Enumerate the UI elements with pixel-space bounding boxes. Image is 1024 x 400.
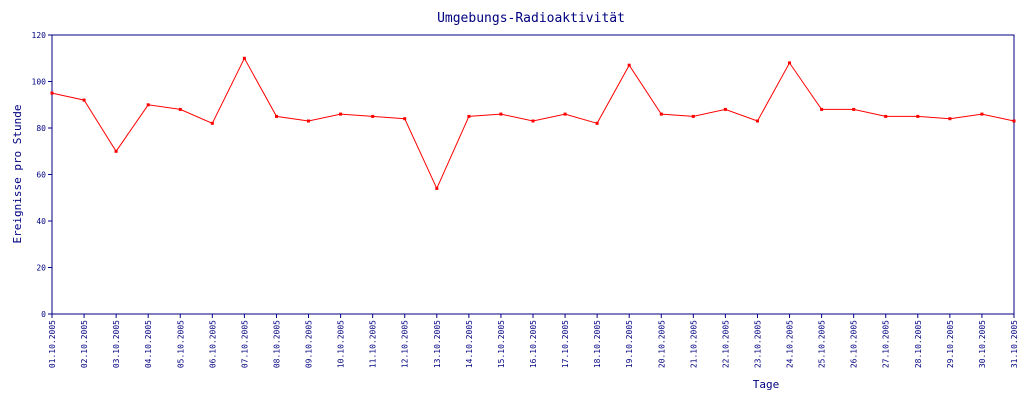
x-tick-label: 26.10.2005 <box>850 320 859 368</box>
series-layer <box>50 56 1016 190</box>
x-tick-label: 09.10.2005 <box>305 320 314 368</box>
x-tick-label: 13.10.2005 <box>433 320 442 368</box>
data-point <box>531 119 535 123</box>
data-point <box>691 114 695 118</box>
y-tick-label: 20 <box>36 264 46 273</box>
y-axis-label: Ereignisse pro Stunde <box>11 104 24 243</box>
x-tick-label: 08.10.2005 <box>272 320 281 368</box>
data-point <box>980 112 984 116</box>
x-tick-label: 23.10.2005 <box>753 320 762 368</box>
x-tick-label: 29.10.2005 <box>946 320 955 368</box>
data-point <box>307 119 310 123</box>
x-axis-label: Tage <box>753 378 780 391</box>
series-line <box>51 57 1015 190</box>
x-tick-label: 12.10.2005 <box>401 320 410 368</box>
x-tick-label: 21.10.2005 <box>689 320 698 368</box>
data-point <box>435 186 439 190</box>
x-tick-label: 11.10.2005 <box>369 320 378 368</box>
x-tick-label: 17.10.2005 <box>561 320 570 368</box>
x-tick-label: 05.10.2005 <box>176 320 185 368</box>
data-point <box>852 107 856 111</box>
data-point <box>1012 119 1016 123</box>
y-tick-label: 100 <box>32 78 47 87</box>
x-tick-label: 22.10.2005 <box>721 320 730 368</box>
chart-title: Umgebungs-Radioaktivität <box>437 11 625 26</box>
x-tick-label: 31.10.2005 <box>1010 320 1019 368</box>
data-point <box>723 107 727 111</box>
x-tick-label: 27.10.2005 <box>882 320 891 368</box>
x-tick-label: 19.10.2005 <box>625 320 634 368</box>
data-point <box>884 114 888 118</box>
x-tick-label: 02.10.2005 <box>80 320 89 368</box>
y-axis: 0 20 40 60 80 100 120 <box>32 31 52 319</box>
x-tick-label: 20.10.2005 <box>657 320 666 368</box>
data-point <box>178 107 182 111</box>
data-point <box>82 98 86 102</box>
y-tick-label: 120 <box>32 31 47 40</box>
x-tick-label: 07.10.2005 <box>240 320 249 368</box>
x-tick-label: 16.10.2005 <box>529 320 538 368</box>
x-tick-label: 03.10.2005 <box>112 320 121 368</box>
data-point <box>916 114 920 118</box>
x-tick-label: 14.10.2005 <box>465 320 474 368</box>
data-point <box>242 56 246 60</box>
x-tick-label: 28.10.2005 <box>914 320 923 368</box>
data-point <box>948 117 952 121</box>
x-tick-label: 01.10.2005 <box>48 320 57 368</box>
data-point <box>210 121 214 125</box>
x-tick-label: 15.10.2005 <box>497 320 506 368</box>
data-point <box>788 61 791 65</box>
data-point <box>627 63 631 67</box>
y-tick-label: 40 <box>36 217 46 226</box>
data-point <box>371 114 375 118</box>
y-tick-label: 80 <box>36 124 46 133</box>
data-point <box>50 91 54 95</box>
y-tick-label: 0 <box>41 310 46 319</box>
data-point <box>595 121 599 125</box>
data-point <box>820 107 824 111</box>
x-tick-label: 25.10.2005 <box>818 320 827 368</box>
data-point <box>339 112 343 116</box>
data-point <box>146 103 150 107</box>
data-point <box>756 119 759 123</box>
plot-area <box>51 34 1015 315</box>
data-point <box>403 117 407 121</box>
x-tick-label: 24.10.2005 <box>786 320 795 368</box>
x-tick-label: 10.10.2005 <box>337 320 346 368</box>
x-tick-label: 04.10.2005 <box>144 320 153 368</box>
plot-frame <box>51 34 1015 315</box>
y-tick-label: 60 <box>36 171 46 180</box>
data-point <box>659 112 663 116</box>
data-point <box>563 112 567 116</box>
x-tick-label: 06.10.2005 <box>208 320 217 368</box>
x-axis: 01.10.2005 02.10.2005 03.10.2005 04.10.2005… <box>48 314 1019 368</box>
data-point <box>114 149 118 153</box>
data-point <box>275 114 278 118</box>
data-point <box>499 112 503 116</box>
data-point <box>467 114 471 118</box>
x-tick-label: 18.10.2005 <box>593 320 602 368</box>
x-tick-label: 30.10.2005 <box>978 320 987 368</box>
